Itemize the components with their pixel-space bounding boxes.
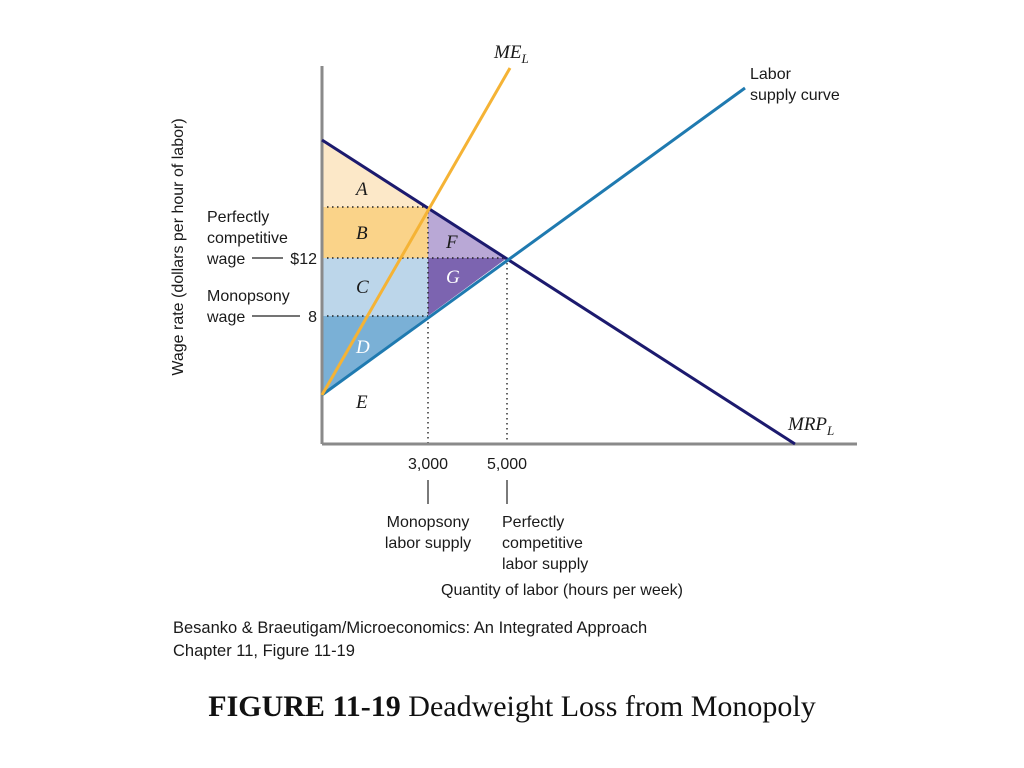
competitive-quantity-line2: competitive (502, 535, 583, 552)
area-b-letter: B (356, 223, 368, 244)
figure-caption: FIGURE 11-19 Deadweight Loss from Monopo… (0, 690, 1024, 724)
figure-caption-title: Deadweight Loss from Monopoly (408, 690, 816, 723)
credit-line-1: Besanko & Braeutigam/Microeconomics: An … (173, 619, 648, 637)
monopsony-quantity-line2: labor supply (385, 535, 471, 552)
area-f-letter: F (445, 232, 458, 253)
area-b (322, 207, 428, 258)
mrp-l-label: MRPL (787, 414, 834, 438)
labor-supply-label-line1: Labor (750, 66, 792, 83)
labor-supply-label-line2: supply curve (750, 87, 840, 104)
me-l-label: MEL (493, 42, 529, 66)
monopsony-wage-line2: wage (206, 309, 245, 326)
competitive-quantity-line1: Perfectly (502, 514, 564, 531)
monopsony-wage-line1: Monopsony (207, 288, 290, 305)
monopsony-quantity-value: 3,000 (408, 456, 448, 473)
monopsony-wage-value: 8 (308, 309, 317, 326)
area-c-letter: C (356, 277, 369, 298)
competitive-wage-value: $12 (290, 251, 317, 268)
labor-supply-curve (321, 86, 746, 397)
area-d-letter: D (355, 337, 370, 358)
figure-caption-label: FIGURE 11-19 (208, 690, 401, 723)
y-axis-label: Wage rate (dollars per hour of labor) (170, 118, 187, 375)
competitive-quantity-value: 5,000 (487, 456, 527, 473)
area-g (428, 258, 507, 316)
area-a-letter: A (354, 179, 368, 200)
guide-lines (322, 206, 508, 443)
competitive-wage-line3: wage (206, 251, 245, 268)
competitive-quantity-line3: labor supply (502, 556, 588, 573)
area-g-letter: G (446, 267, 460, 288)
x-axis-label: Quantity of labor (hours per week) (441, 582, 683, 599)
area-e-letter: E (355, 392, 368, 413)
credit-line-2: Chapter 11, Figure 11-19 (173, 642, 355, 660)
area-c (322, 258, 428, 316)
me-l-curve (320, 67, 512, 396)
mrp-l-curve (321, 138, 796, 446)
competitive-wage-line2: competitive (207, 230, 288, 247)
competitive-wage-line1: Perfectly (207, 209, 269, 226)
monopsony-quantity-line1: Monopsony (387, 514, 470, 531)
